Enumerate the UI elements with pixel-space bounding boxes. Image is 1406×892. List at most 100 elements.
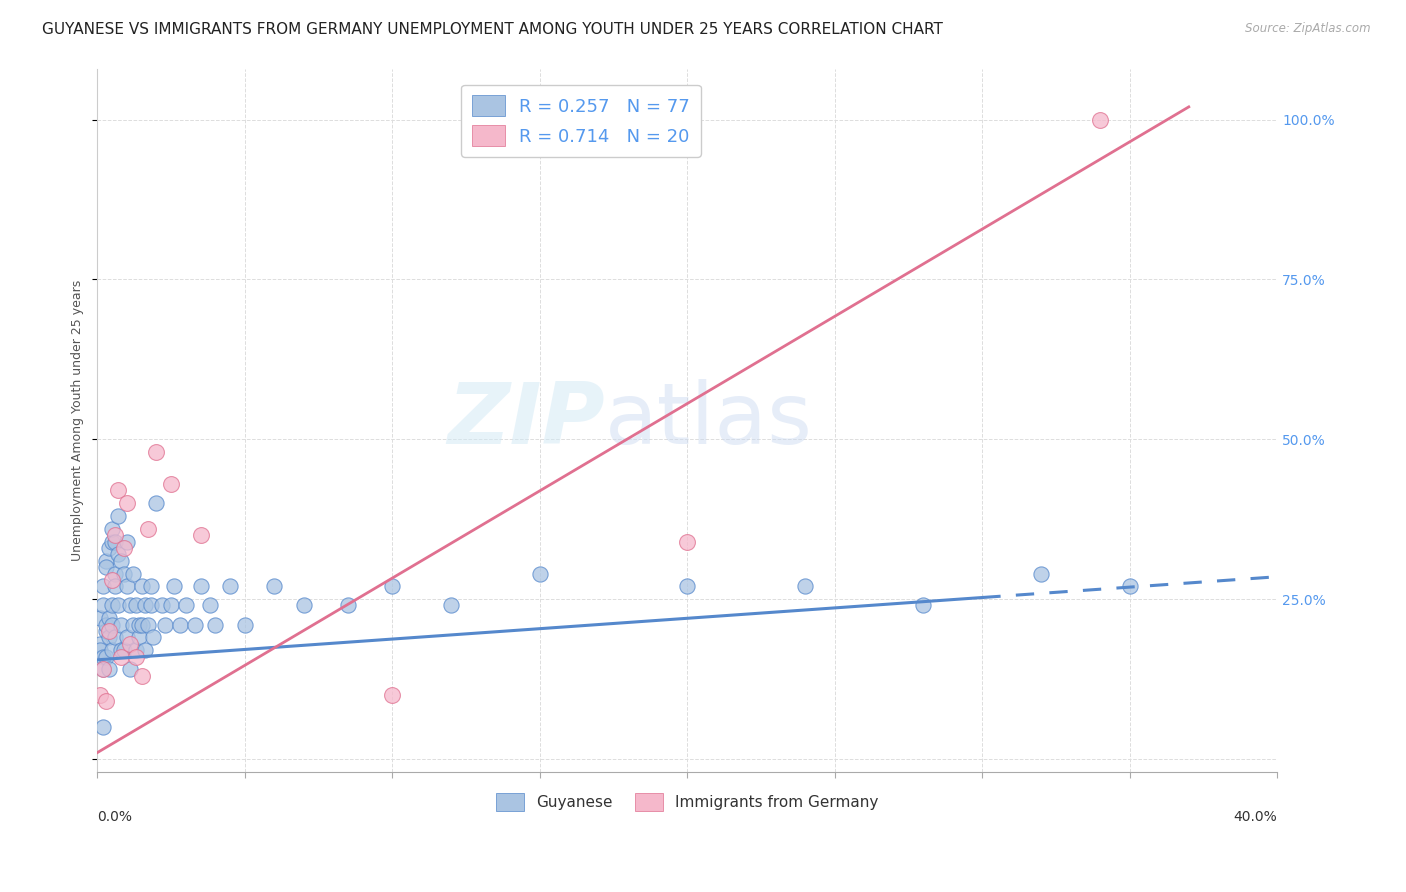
Point — [292, 599, 315, 613]
Point — [139, 599, 162, 613]
Point — [219, 579, 242, 593]
Point — [104, 528, 127, 542]
Point — [110, 649, 132, 664]
Point — [110, 617, 132, 632]
Point — [128, 631, 150, 645]
Point — [104, 579, 127, 593]
Point — [110, 554, 132, 568]
Point — [1090, 112, 1112, 127]
Point — [96, 560, 118, 574]
Point — [107, 508, 129, 523]
Text: 40.0%: 40.0% — [1233, 810, 1277, 824]
Point — [131, 669, 153, 683]
Point — [91, 662, 114, 676]
Point — [110, 643, 132, 657]
Point — [101, 573, 124, 587]
Point — [96, 649, 118, 664]
Text: 0.0%: 0.0% — [97, 810, 132, 824]
Point — [121, 617, 143, 632]
Point — [101, 534, 124, 549]
Point — [155, 617, 177, 632]
Point — [128, 617, 150, 632]
Point — [104, 566, 127, 581]
Point — [115, 631, 138, 645]
Point — [91, 662, 114, 676]
Point — [163, 579, 186, 593]
Text: ZIP: ZIP — [447, 378, 605, 462]
Point — [101, 522, 124, 536]
Point — [794, 579, 817, 593]
Point — [145, 445, 167, 459]
Point — [115, 534, 138, 549]
Point — [337, 599, 360, 613]
Legend: Guyanese, Immigrants from Germany: Guyanese, Immigrants from Germany — [491, 787, 884, 817]
Point — [96, 617, 118, 632]
Point — [96, 554, 118, 568]
Point — [112, 643, 135, 657]
Point — [160, 477, 183, 491]
Point — [98, 662, 121, 676]
Point — [118, 662, 141, 676]
Point — [139, 579, 162, 593]
Point — [107, 547, 129, 561]
Point — [121, 566, 143, 581]
Point — [98, 631, 121, 645]
Point — [104, 534, 127, 549]
Point — [198, 599, 221, 613]
Point — [89, 611, 111, 625]
Point — [107, 599, 129, 613]
Point — [131, 579, 153, 593]
Y-axis label: Unemployment Among Youth under 25 years: Unemployment Among Youth under 25 years — [72, 279, 84, 561]
Point — [184, 617, 207, 632]
Point — [89, 637, 111, 651]
Point — [125, 649, 148, 664]
Point — [101, 643, 124, 657]
Point — [440, 599, 463, 613]
Point — [169, 617, 191, 632]
Point — [676, 579, 699, 593]
Point — [118, 599, 141, 613]
Point — [134, 643, 156, 657]
Point — [115, 579, 138, 593]
Point — [101, 599, 124, 613]
Point — [136, 522, 159, 536]
Point — [912, 599, 935, 613]
Point — [89, 643, 111, 657]
Point — [190, 528, 212, 542]
Point — [112, 541, 135, 555]
Point — [96, 694, 118, 708]
Point — [98, 624, 121, 638]
Point — [160, 599, 183, 613]
Point — [98, 541, 121, 555]
Point — [136, 617, 159, 632]
Point — [118, 637, 141, 651]
Point — [101, 617, 124, 632]
Point — [150, 599, 173, 613]
Text: atlas: atlas — [605, 378, 813, 462]
Point — [91, 599, 114, 613]
Point — [91, 649, 114, 664]
Point — [263, 579, 285, 593]
Point — [107, 483, 129, 498]
Point — [142, 631, 165, 645]
Point — [381, 688, 404, 702]
Point — [1119, 579, 1142, 593]
Point — [125, 599, 148, 613]
Text: Source: ZipAtlas.com: Source: ZipAtlas.com — [1246, 22, 1371, 36]
Point — [204, 617, 226, 632]
Point — [89, 688, 111, 702]
Point — [115, 496, 138, 510]
Point — [104, 631, 127, 645]
Point — [98, 611, 121, 625]
Point — [145, 496, 167, 510]
Point — [381, 579, 404, 593]
Point — [96, 624, 118, 638]
Point — [134, 599, 156, 613]
Point — [91, 720, 114, 734]
Point — [676, 534, 699, 549]
Point — [112, 566, 135, 581]
Point — [1031, 566, 1053, 581]
Point — [529, 566, 551, 581]
Point — [131, 617, 153, 632]
Point — [125, 643, 148, 657]
